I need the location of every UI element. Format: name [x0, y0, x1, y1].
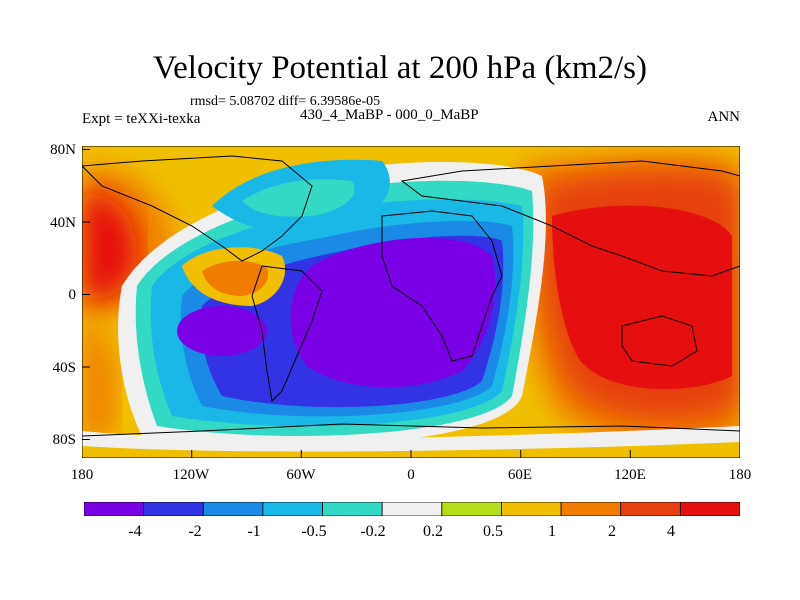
lon-tick-label: 0 — [407, 467, 415, 483]
colorbar — [84, 502, 740, 516]
colorbar-swatch — [441, 502, 502, 516]
colorbar-label: 0.5 — [483, 523, 503, 540]
map-title: Velocity Potential at 200 hPa (km2/s) — [152, 50, 648, 86]
contour-map — [82, 146, 740, 458]
lon-tick-label: 180 — [70, 467, 94, 483]
colorbar-label: -4 — [128, 523, 142, 540]
lat-tick-label: 80S — [52, 432, 76, 448]
contour-fill — [82, 146, 740, 458]
tick-marks — [82, 146, 631, 458]
colorbar-label: -0.5 — [301, 523, 327, 540]
lon-tick-label: 120W — [172, 467, 210, 483]
colorbar-swatch — [381, 502, 443, 516]
colorbar-swatch — [679, 502, 740, 516]
continent-outlines — [82, 155, 740, 437]
colorbar-swatch — [84, 502, 145, 516]
season-label: ANN — [707, 109, 741, 125]
colorbar-label: -2 — [188, 523, 202, 540]
experiment-label: Expt = teXXi-texka — [82, 111, 201, 127]
colorbar-label: 2 — [608, 523, 616, 540]
lon-tick-label: 120E — [614, 467, 646, 483]
colorbar-label: 4 — [667, 523, 675, 540]
colorbar-label: 0.2 — [423, 523, 443, 540]
colorbar-swatch — [143, 502, 204, 516]
colorbar-swatch — [262, 502, 323, 516]
lat-tick-label: 40S — [52, 360, 76, 376]
lat-tick-label: 0 — [68, 287, 77, 303]
difference-label: 430_4_MaBP - 000_0_MaBP — [300, 107, 479, 123]
colorbar-label: 1 — [548, 523, 556, 540]
lon-tick-label: 180 — [728, 467, 752, 483]
colorbar-swatch — [501, 502, 562, 516]
colorbar-swatch — [322, 502, 383, 516]
colorbar-swatch — [202, 502, 264, 516]
stats-label: rmsd= 5.08702 diff= 6.39586e-05 — [190, 94, 381, 109]
lat-tick-label: 40N — [50, 215, 76, 231]
colorbar-swatch — [620, 502, 681, 516]
colorbar-label: -1 — [247, 523, 261, 540]
lon-tick-label: 60W — [286, 467, 316, 483]
colorbar-swatch — [560, 502, 622, 516]
lon-tick-label: 60E — [507, 467, 533, 483]
colorbar-label: -0.2 — [360, 523, 386, 540]
lat-tick-label: 80N — [50, 142, 76, 158]
